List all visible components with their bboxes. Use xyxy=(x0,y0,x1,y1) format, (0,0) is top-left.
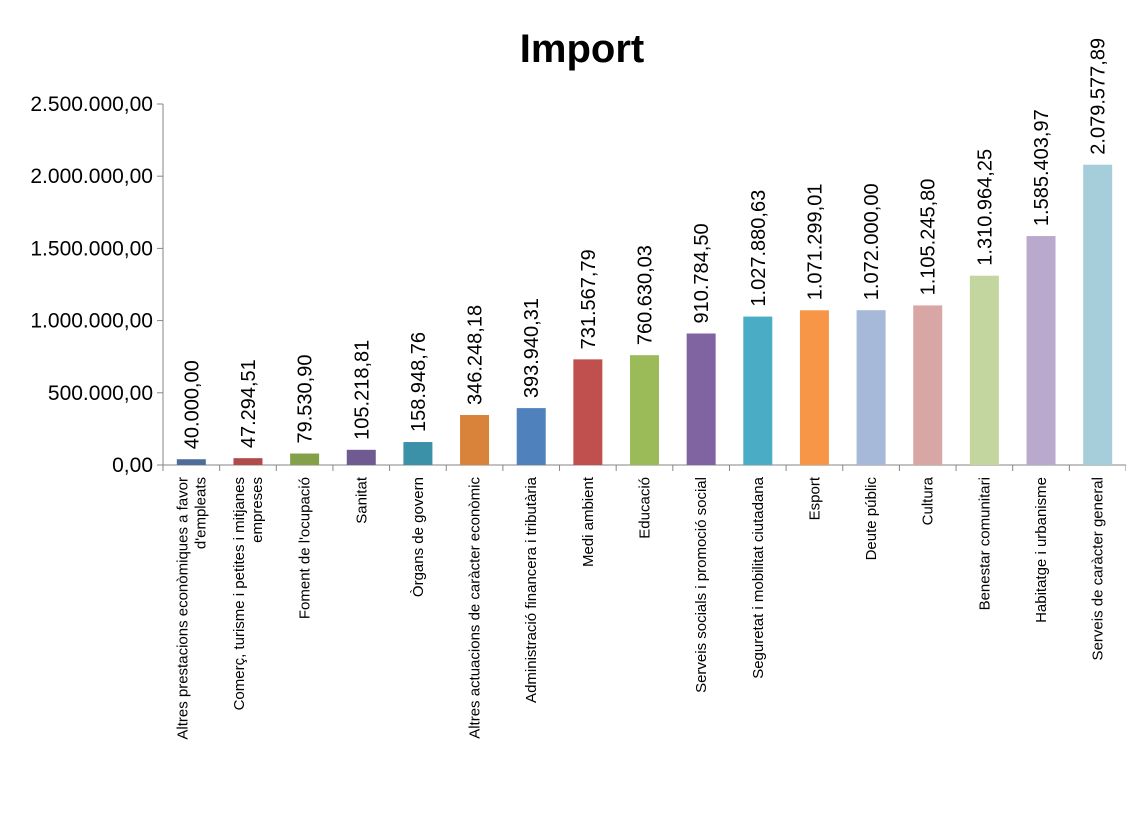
bar xyxy=(233,458,263,465)
bar xyxy=(290,453,320,465)
category-label: Comerç, turisme i petites i mitjanes xyxy=(231,477,248,710)
bar xyxy=(176,459,206,465)
category-label: Serveis socials i promoció social xyxy=(693,477,710,693)
bar xyxy=(346,449,376,465)
bar xyxy=(799,310,829,465)
category-label: Seguretat i mobilitat ciutadana xyxy=(750,476,767,678)
category-label: Administració financera i tributària xyxy=(523,476,540,703)
value-label: 760.630,03 xyxy=(635,245,657,345)
value-label: 1.105.245,80 xyxy=(918,179,940,296)
bar xyxy=(856,310,886,465)
value-label: 731.567,79 xyxy=(578,249,600,349)
category-label: Serveis de caràcter general xyxy=(1090,477,1107,660)
y-axis: 0,00 500.000,00 1.000.000,00 1.500.000,00 2.… xyxy=(30,93,164,477)
value-label: 1.071.299,01 xyxy=(804,184,826,301)
value-label: 158.948,76 xyxy=(408,332,430,432)
value-label: 79.530,90 xyxy=(295,355,317,444)
category-label: Deute públic xyxy=(863,477,880,561)
value-label: 1.027.880,63 xyxy=(748,190,770,307)
value-label: 1.585.403,97 xyxy=(1031,109,1053,226)
value-label: 2.079.577,89 xyxy=(1088,38,1110,155)
value-label: 1.310.964,25 xyxy=(974,149,996,266)
value-label: 393.940,31 xyxy=(521,298,543,398)
bar xyxy=(969,275,999,465)
value-label: 910.784,50 xyxy=(691,223,713,323)
value-label: 105.218,81 xyxy=(351,340,373,440)
bar xyxy=(686,333,716,465)
category-label: Esport xyxy=(806,476,823,520)
bar xyxy=(630,355,659,465)
value-label: 1.072.000,00 xyxy=(861,183,883,300)
bar xyxy=(460,415,490,465)
y-tick-label: 1.500.000,00 xyxy=(30,237,153,260)
value-label: 47.294,51 xyxy=(238,359,260,448)
bar xyxy=(516,408,546,465)
value-label: 40.000,00 xyxy=(181,360,203,449)
category-label: Benestar comunitari xyxy=(976,477,993,610)
bar xyxy=(743,316,773,465)
category-label: Foment de l'ocupació xyxy=(297,477,314,619)
category-label: Sanitat xyxy=(353,476,370,524)
y-tick-label: 2.500.000,00 xyxy=(30,93,153,116)
category-label: Altres prestacions econòmiques a favor xyxy=(174,477,191,740)
category-label: Cultura xyxy=(920,476,937,525)
chart-title: Import xyxy=(520,27,644,71)
value-labels: 40.000,00 47.294,51 79.530,90 105.218,81 158… xyxy=(181,38,1109,449)
y-tick-label: 2.000.000,00 xyxy=(30,165,153,188)
bar xyxy=(403,442,433,465)
category-label: d'empleats xyxy=(192,477,209,549)
category-label: empreses xyxy=(249,477,266,543)
bar xyxy=(1026,236,1056,465)
bar xyxy=(1083,164,1113,465)
y-tick-label: 0,00 xyxy=(112,454,153,477)
value-label: 346.248,18 xyxy=(465,305,487,405)
category-labels: Altres prestacions econòmiques a favor d'… xyxy=(174,476,1106,739)
y-tick-label: 500.000,00 xyxy=(48,382,153,405)
category-label: Educació xyxy=(637,477,654,539)
category-label: Òrgans de govern xyxy=(410,477,427,597)
category-label: Altres actuacions de caràcter econòmic xyxy=(467,477,484,739)
y-tick-label: 1.000.000,00 xyxy=(30,310,153,333)
bar xyxy=(913,305,943,465)
category-label: Medi ambient xyxy=(580,476,597,567)
category-label: Habitatge i urbanisme xyxy=(1033,477,1050,623)
bars xyxy=(176,164,1113,465)
bar xyxy=(573,359,603,465)
x-axis xyxy=(162,464,1126,471)
